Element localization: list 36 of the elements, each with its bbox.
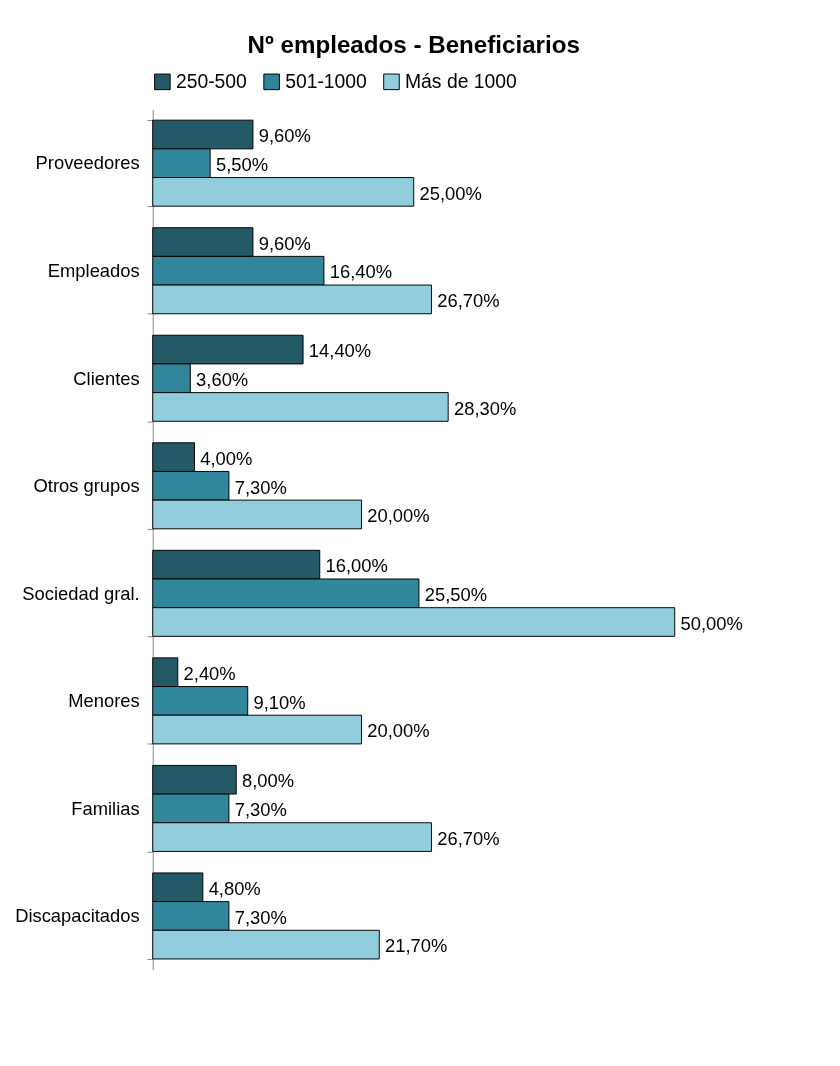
y-tick-label: Familias <box>71 797 140 819</box>
legend-label: Más de 1000 <box>405 70 517 92</box>
y-tick-label: Sociedad gral. <box>22 582 140 604</box>
data-label: 9,60% <box>258 232 311 254</box>
data-label: 9,10% <box>253 691 306 713</box>
data-label: 4,00% <box>200 447 253 469</box>
data-label: 4,80% <box>208 878 261 899</box>
data-label: 7,30% <box>234 799 287 821</box>
y-tick-label: Empleados <box>47 260 140 281</box>
data-label: 26,70% <box>437 290 500 312</box>
data-label: 16,00% <box>325 555 388 577</box>
data-label: 14,40% <box>308 340 372 362</box>
data-label: 26,70% <box>437 827 500 849</box>
data-label: 50,00% <box>680 612 743 634</box>
data-label: 25,50% <box>424 584 488 606</box>
chart-title: Nº empleados - Beneficiarios <box>247 31 580 59</box>
data-label: 16,40% <box>329 261 393 283</box>
data-label: 2,40% <box>183 662 236 684</box>
data-label: 7,30% <box>234 906 287 928</box>
data-label: 3,60% <box>196 368 249 390</box>
data-label: 21,70% <box>385 935 448 957</box>
data-label: 8,00% <box>242 770 295 792</box>
y-tick-label: Discapacitados <box>15 905 140 927</box>
data-label: 9,60% <box>258 125 311 147</box>
legend-label: 250-500 <box>175 70 247 92</box>
data-label: 5,50% <box>215 153 269 175</box>
data-label: 7,30% <box>234 476 287 498</box>
y-tick-label: Menores <box>68 690 140 712</box>
data-label: 20,00% <box>367 720 430 742</box>
legend-label: 501-1000 <box>285 70 367 92</box>
data-label: 25,00% <box>419 182 482 204</box>
data-label: 20,00% <box>367 505 430 527</box>
data-label: 28,30% <box>453 397 517 419</box>
y-tick-label: Clientes <box>73 367 140 389</box>
y-tick-label: Otros grupos <box>33 475 140 497</box>
y-tick-label: Proveedores <box>35 152 140 174</box>
